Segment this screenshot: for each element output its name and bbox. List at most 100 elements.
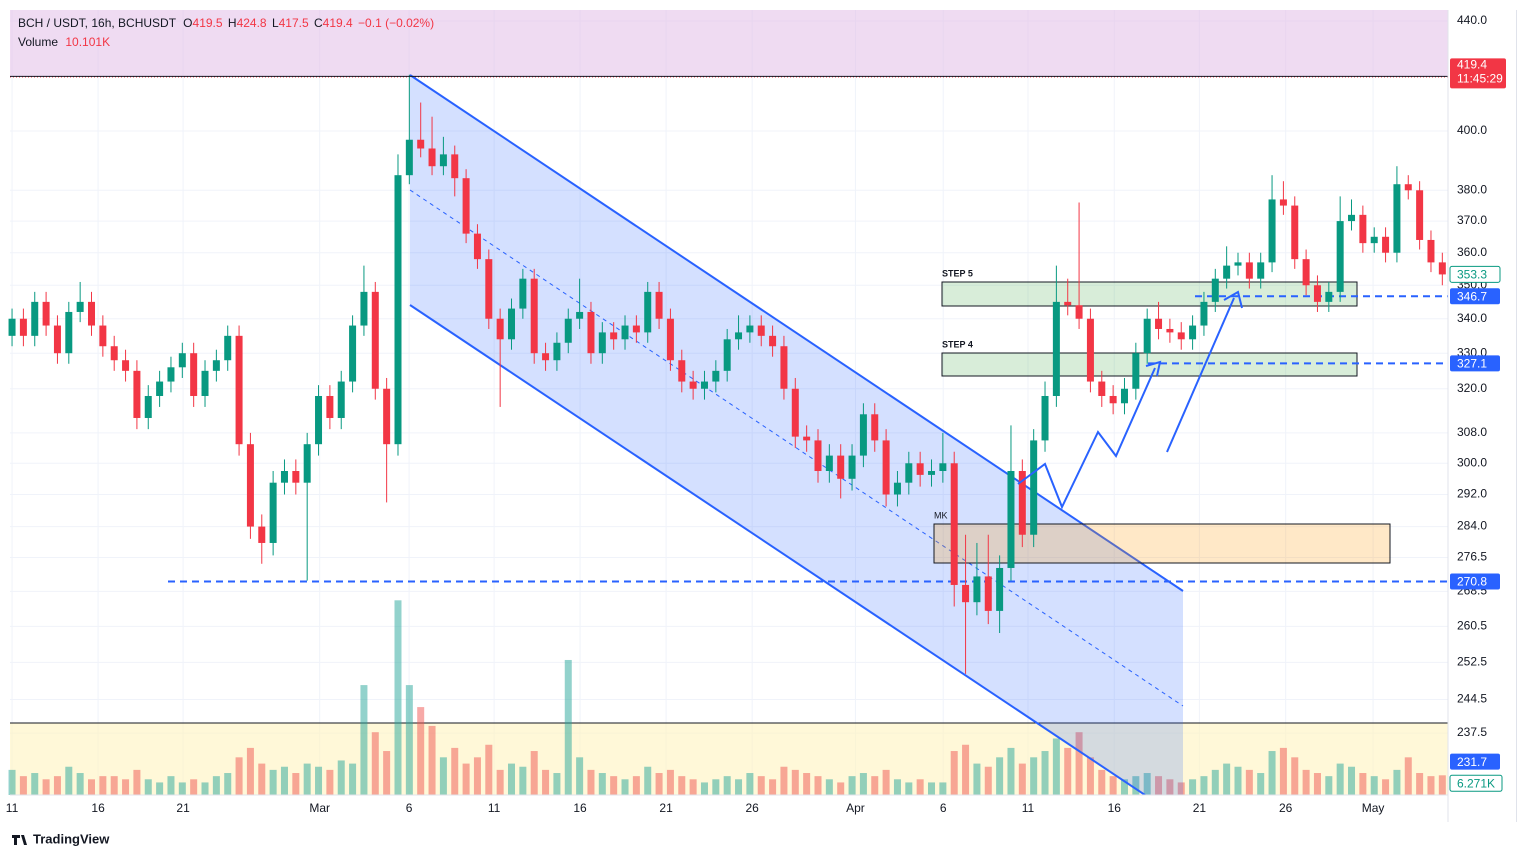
candle-body — [791, 388, 799, 437]
volume-bar — [349, 763, 357, 795]
candle-body — [735, 332, 743, 340]
candle-body — [428, 148, 436, 167]
volume-bar — [1438, 775, 1446, 795]
volume-bar — [1064, 747, 1072, 795]
candle-body — [1155, 318, 1163, 329]
last-price-text: 419.4 — [1457, 58, 1487, 72]
level-tag — [1450, 573, 1500, 590]
volume-bar — [1109, 776, 1117, 795]
mk-label: MK — [934, 510, 948, 520]
candle-body — [678, 360, 686, 382]
volume-bar — [859, 773, 867, 795]
volume-bar — [326, 769, 334, 795]
volume-bar — [542, 769, 550, 795]
y-tick-label: 370.0 — [1457, 213, 1487, 227]
volume-label: Volume — [18, 35, 58, 49]
volume-bar — [53, 776, 61, 795]
candle-body — [1302, 259, 1310, 286]
candle-body — [542, 353, 550, 361]
candle-body — [723, 339, 731, 371]
candle-body — [1132, 353, 1140, 389]
volume-bar — [451, 747, 459, 795]
volume-bar — [65, 766, 73, 795]
volume-bar — [564, 659, 572, 795]
volume-bar — [950, 751, 958, 795]
volume-bar — [632, 776, 640, 795]
volume-bar — [1245, 769, 1253, 795]
candle-body — [916, 463, 924, 475]
l-label: L — [272, 16, 279, 30]
volume-bar — [769, 779, 777, 795]
candle-body — [178, 353, 186, 368]
arrow-head — [1223, 290, 1243, 309]
candle-body — [1291, 205, 1299, 260]
x-tick-label: 11 — [6, 801, 19, 815]
candle-body — [19, 318, 27, 336]
volume-bar — [235, 757, 243, 795]
volume-bar — [1143, 773, 1151, 795]
candle-body — [610, 332, 618, 340]
h-label: H — [228, 16, 237, 30]
volume-bar — [1313, 773, 1321, 795]
volume-tag — [1449, 774, 1503, 792]
x-tick-label: 11 — [488, 801, 501, 815]
candle-body — [1052, 301, 1060, 396]
arrow-path — [1017, 367, 1156, 510]
y-tick-label: 244.5 — [1457, 692, 1487, 706]
candle-body — [144, 395, 152, 418]
volume-bar — [508, 763, 516, 795]
candle-body — [473, 233, 481, 260]
candle-body — [1234, 262, 1242, 266]
candle-body — [950, 463, 958, 585]
candle-body — [928, 471, 936, 475]
arrow-path — [1166, 297, 1235, 453]
x-tick-label: 11 — [1022, 801, 1035, 815]
channel-lower — [409, 304, 1146, 796]
volume-bar — [246, 747, 254, 795]
o-label: O — [183, 16, 192, 30]
volume-bar — [201, 782, 209, 795]
volume-bar — [178, 782, 186, 795]
channel-upper — [409, 74, 1184, 592]
candle-body — [1370, 236, 1378, 244]
y-tick-label: 340.0 — [1457, 311, 1487, 325]
candle-body — [167, 367, 175, 382]
candle-body — [1393, 184, 1401, 253]
volume-bar — [1257, 773, 1265, 795]
volume-bar — [1359, 773, 1367, 795]
volume-bar — [485, 744, 493, 795]
volume-bar — [757, 776, 765, 795]
volume-bar — [1291, 757, 1299, 795]
time-axis-bg — [0, 795, 1448, 858]
candle-body — [871, 414, 879, 441]
candle-body — [383, 388, 391, 445]
volume-bar — [928, 782, 936, 795]
candle-body — [76, 301, 84, 312]
volume-bar — [803, 773, 811, 795]
last-price-tag — [1450, 58, 1506, 89]
volume-bar — [167, 776, 175, 795]
x-tick-label: 21 — [1193, 801, 1207, 815]
candle-body — [1313, 285, 1321, 302]
volume-bar — [791, 769, 799, 795]
candle-body — [1336, 221, 1344, 292]
volume-bar — [848, 776, 856, 795]
volume-bar — [1177, 782, 1185, 795]
candle-body — [394, 175, 402, 445]
candle-body — [1245, 262, 1253, 279]
candle-body — [496, 318, 504, 340]
candle-body — [246, 444, 254, 527]
candle-body — [1075, 305, 1083, 319]
step5-label: STEP 5 — [942, 268, 973, 278]
candle-body — [803, 436, 811, 441]
price-axis-bg — [1448, 0, 1527, 858]
candle-body — [8, 318, 16, 336]
y-tick-label: 260.5 — [1457, 618, 1487, 632]
candle-body — [757, 325, 765, 336]
volume-bar — [882, 769, 890, 795]
level-tag-text: 231.7 — [1457, 755, 1487, 769]
candle-body — [99, 325, 107, 347]
candle-body — [780, 346, 788, 389]
